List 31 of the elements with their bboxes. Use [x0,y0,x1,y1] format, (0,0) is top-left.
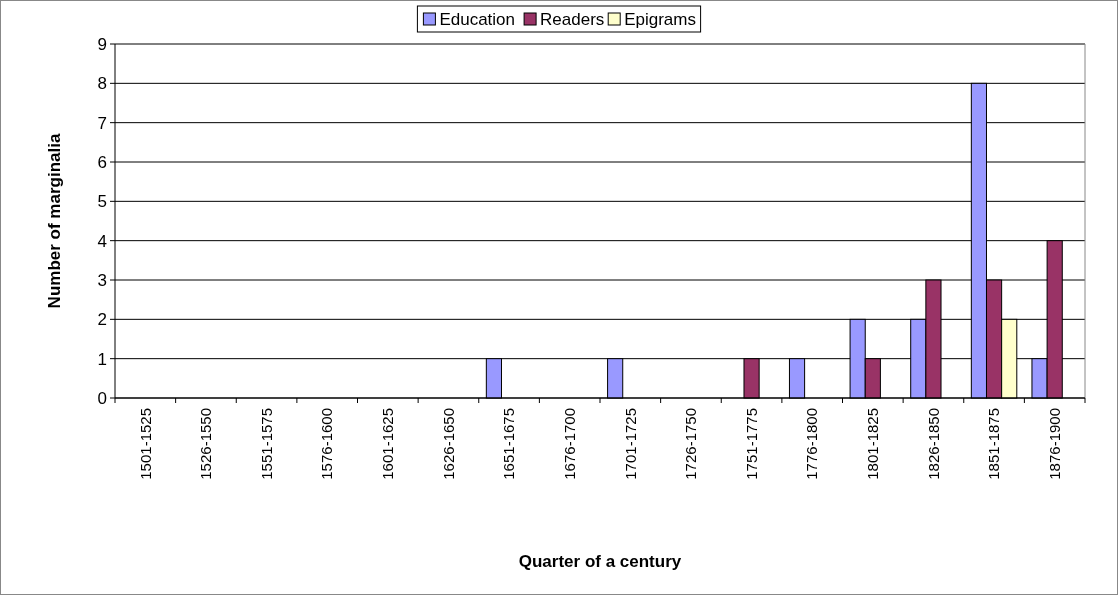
y-tick-label: 9 [97,34,107,54]
y-tick-label: 1 [97,349,107,369]
y-tick-label: 7 [97,113,107,133]
x-tick-label: 1501-1525 [136,408,154,480]
x-tick-label: 1526-1550 [197,408,215,480]
x-tick-label: 1851-1875 [985,408,1003,480]
y-tick-label: 2 [97,310,107,330]
x-tick-label: 1876-1900 [1045,408,1063,480]
x-tick-label: 1601-1625 [379,408,397,480]
x-tick-label: 1726-1750 [682,408,700,480]
x-tick-label: 1551-1575 [257,408,275,480]
x-tick-label: 1751-1775 [742,408,760,480]
y-tick-label: 0 [97,388,107,408]
y-tick-label: 5 [97,192,107,212]
y-tick-label: 3 [97,270,107,290]
x-axis-title: Quarter of a century [518,552,682,571]
y-tick-label: 4 [97,231,107,251]
x-tick-label: 1626-1650 [439,408,457,480]
legend-label: Education [439,9,516,29]
x-tick-label: 1776-1800 [803,408,821,480]
y-tick-label: 6 [97,152,107,172]
y-tick-label: 8 [97,74,107,94]
x-tick-label: 1651-1675 [500,408,518,480]
y-axis-title: Number of marginalia [45,133,64,309]
x-tick-label: 1576-1600 [318,408,336,480]
legend-label: Readers [540,9,605,29]
x-tick-label: 1676-1700 [560,408,578,480]
x-tick-label: 1801-1825 [864,408,882,480]
x-tick-label: 1701-1725 [621,408,639,480]
legend-label: Epigrams [624,9,697,29]
x-tick-label: 1826-1850 [924,408,942,480]
